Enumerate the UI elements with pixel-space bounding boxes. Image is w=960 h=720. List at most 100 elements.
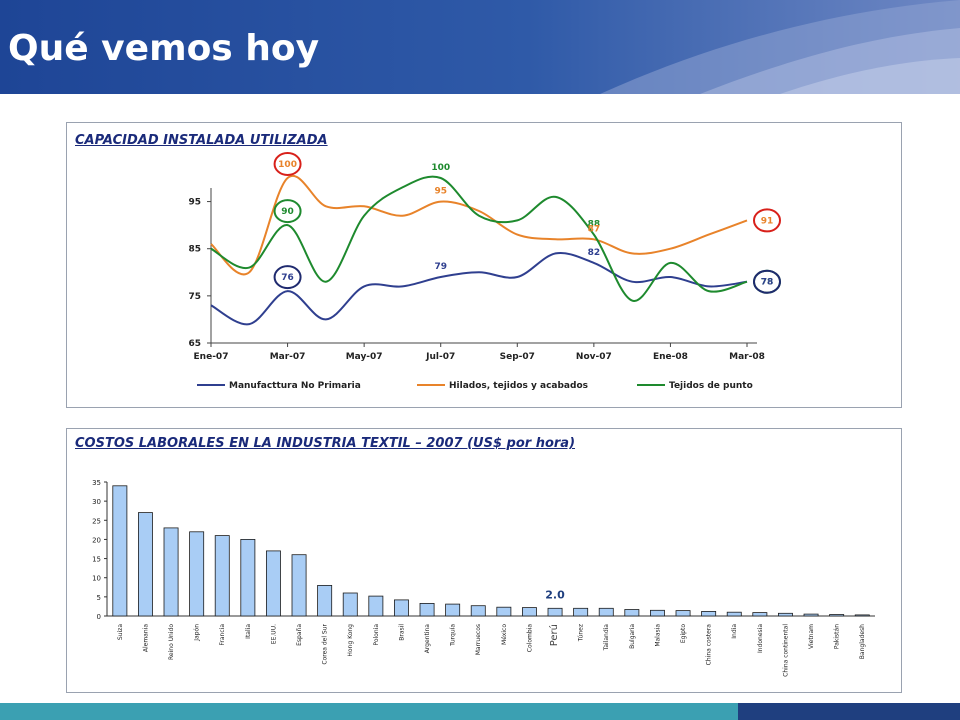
bar-3 [189,531,205,617]
bar-8 [317,584,333,617]
line-chart-x-tick-label: Nov-07 [576,352,612,362]
bar-category-label: México [501,624,508,645]
line-annotation-label: 91 [761,216,774,226]
line-chart-x-tick-label: Mar-07 [270,352,306,362]
line-annotation-circle [753,269,781,294]
bar-category-label: Polonia [373,624,380,646]
line-series-2 [210,175,748,302]
footer-navy-band [738,703,960,720]
bar-22 [675,610,691,617]
bar-chart-y-tick-label: 0 [97,613,101,621]
line-chart-x-tick-label: Mar-08 [729,352,765,362]
line-chart-y-tick-label: 85 [188,245,201,255]
bar-13 [445,603,461,617]
bar-category-label: Corea del Sur [322,623,329,664]
bar-28 [829,614,845,617]
line-annotation-label: 100 [278,160,297,170]
bar-category-label: Pakistán [834,624,841,649]
bar-category-label: Argentina [424,624,431,654]
bar-27 [803,613,819,617]
slide-title: Qué vemos hoy [8,28,320,69]
bar-9 [342,592,358,617]
footer-teal-band [0,703,738,720]
bar-4 [214,535,230,617]
line-annotation-circle [753,208,781,233]
slide-header: Qué vemos hoy [0,0,960,94]
bar-category-label: Suiza [117,624,124,640]
header-background [0,0,960,94]
bar-category-label: Indonesia [757,624,764,653]
bar-category-label: Marruecos [475,624,482,655]
bar-19 [598,607,614,617]
bar-chart-y-tick-label: 30 [92,498,101,506]
bar-26 [778,612,793,617]
bar-2 [163,527,179,617]
line-chart-y-tick-label: 75 [188,292,201,302]
bar-category-label: India [731,624,738,639]
bar-15 [496,606,512,617]
bar-0 [112,485,128,617]
bar-16 [521,607,537,617]
bar-10 [368,595,384,617]
line-annotation-circle [273,199,302,224]
bar-category-label: Bangladesh [859,624,866,659]
bar-11 [393,599,409,617]
bar-category-label: Turquía [450,624,457,647]
line-chart-x-tick-label: Jul-07 [425,352,455,362]
capacity-panel-title: CAPACIDAD INSTALADA UTILIZADA [75,133,328,148]
line-annotation-label: 78 [761,278,774,288]
legend-label: Tejidos de punto [669,381,753,391]
line-annotation-label: 79 [434,262,447,272]
bar-category-label: Bulgaria [629,624,636,649]
bar-category-label: Brasil [398,624,405,641]
line-annotation-circle [273,265,302,290]
bar-5 [240,539,256,617]
legend-label: Hilados, tejidos y acabados [449,381,588,391]
line-chart-x-tick-label: Ene-07 [194,352,229,362]
bar-12 [419,602,435,617]
bar-category-label: Colombia [526,624,533,653]
bar-category-label: Túnez [578,624,585,642]
bar-chart-y-tick-label: 35 [92,479,101,487]
bar-category-label: Italia [245,624,252,639]
bar-category-label: Tailandia [603,624,610,652]
line-annotation-label: 88 [588,220,601,230]
bar-category-label: EE.UU. [270,624,277,644]
bar-chart-y-tick-label: 15 [92,556,101,564]
bar-category-label: Malasia [654,624,661,647]
line-annotation-label: 87 [588,224,601,234]
line-annotation-label: 76 [281,273,294,283]
line-annotation-label: 95 [434,187,447,197]
line-annotation-label: 100 [431,163,450,173]
bar-chart-y-tick-label: 20 [92,536,101,544]
bar-chart-y-tick-label: 10 [92,575,101,583]
bar-category-label: España [296,624,303,646]
bar-category-label: Alemania [142,624,149,652]
line-chart-x-tick-label: Ene-08 [653,352,688,362]
bar-category-label: Egipto [680,624,687,643]
labor-cost-bar-chart: 0 5 10 15 20 25 30 35 Suiza Alemania Reino Unido Ja… [92,479,875,677]
bar-7 [291,554,307,617]
bar-14 [470,605,486,617]
labor-cost-panel-title: COSTOS LABORALES EN LA INDUSTRIA TEXTIL … [75,436,576,451]
bar-chart-y-tick-label: 25 [92,517,101,525]
line-chart-x-tick-label: May-07 [346,352,383,362]
bar-23 [701,610,717,617]
bar-category-label: Japón [194,624,201,642]
bar-category-label: Hong Kong [347,624,354,657]
line-series-1 [210,174,748,276]
line-series-0 [210,251,748,326]
bar-category-label: China costera [706,624,713,666]
bar-category-label: China continental [782,624,789,677]
bar-25 [752,612,768,617]
bar-category-label: Vietnam [808,624,815,649]
capacity-panel: CAPACIDAD INSTALADA UTILIZADA 65 75 85 95 En… [66,122,902,408]
capacity-line-chart: 65 75 85 95 Ene-07 Mar-07 May-07 Jul-07 Sep-07 No… [188,152,781,391]
bar-24 [726,611,742,617]
bar-category-label: Perú [548,624,560,646]
line-annotation-label: 90 [281,207,294,217]
bar-highlight-label: 2.0 [545,588,565,601]
footer-bar [0,703,960,720]
labor-cost-panel: COSTOS LABORALES EN LA INDUSTRIA TEXTIL … [66,428,902,693]
bar-1 [138,512,153,617]
